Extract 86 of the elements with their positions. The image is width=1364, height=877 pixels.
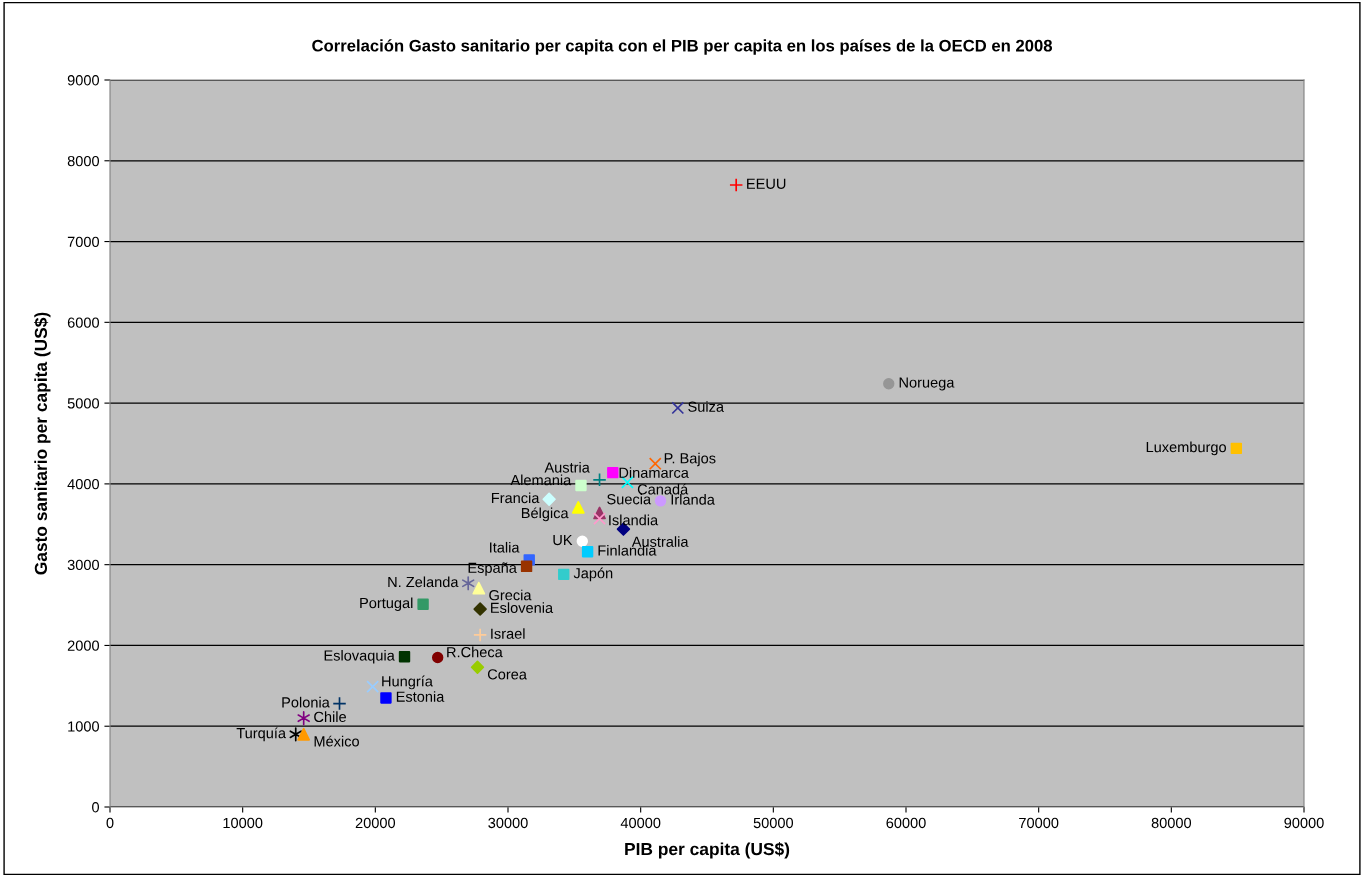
series-label: Bélgica [521, 507, 569, 522]
point [473, 627, 488, 643]
point [473, 602, 487, 616]
point [461, 576, 475, 591]
y-tick-label: 9000 [67, 75, 100, 86]
x-tick-label: 50000 [753, 817, 794, 829]
point [431, 651, 444, 664]
point [607, 466, 619, 479]
y-tick-label: 7000 [67, 236, 100, 247]
point [654, 495, 667, 507]
y-tick-label: 5000 [67, 398, 100, 409]
x-tick-label: 20000 [355, 817, 396, 829]
series-label: Japón [573, 567, 613, 582]
series-label: Luxemburgo [1146, 441, 1227, 456]
series-label: Austria [544, 461, 590, 473]
series-label: Suecia [607, 493, 652, 505]
series-label: Israel [491, 628, 525, 639]
series-label: Canadá [637, 483, 689, 495]
x-tick-label: 90000 [1284, 817, 1324, 829]
x-tick-label: 10000 [223, 817, 263, 829]
y-tick-label: 0 [92, 802, 100, 813]
series-label: Turquía [236, 727, 287, 742]
point [380, 692, 392, 704]
point [1230, 442, 1243, 455]
point [671, 401, 685, 415]
point [520, 560, 533, 572]
point [542, 492, 556, 506]
series-label: Grecia [489, 589, 532, 601]
series-label: Corea [487, 669, 527, 680]
x-tick-label: 80000 [1151, 817, 1192, 829]
point [592, 472, 607, 487]
y-tick-label: 2000 [67, 640, 100, 651]
point [470, 660, 485, 674]
point [558, 568, 570, 581]
point [576, 535, 588, 547]
y-tick-label: 8000 [67, 155, 100, 167]
series-label: Hungría [382, 675, 433, 690]
series-label: N. Zelanda [388, 576, 459, 588]
series-label: Eslovenia [491, 602, 554, 614]
y-tick-label: 1000 [68, 721, 100, 732]
series-label: P. Bajos [664, 452, 716, 467]
series-label: México [314, 735, 359, 747]
y-tick-label: 6000 [67, 317, 100, 328]
series-label: Dinamarca [619, 467, 689, 478]
series-label: Chile [314, 711, 346, 723]
series-label: Australia [631, 536, 689, 547]
series-label: Francia [491, 492, 540, 504]
y-tick-label: 3000 [67, 559, 100, 571]
x-tick-label: 70000 [1019, 817, 1059, 829]
x-tick-label: 60000 [886, 817, 926, 829]
series-label: Polonia [282, 696, 330, 708]
x-tick-label: 30000 [488, 817, 528, 829]
point [593, 512, 606, 526]
series-label: Suiza [688, 401, 725, 412]
series-label: Eslovaquia [324, 649, 395, 664]
chart-title: Correlación Gasto sanitario per capita con el PIB per capita en los países de la OECD en 2008 [312, 39, 1053, 55]
series-label: Portugal [360, 597, 413, 612]
series-label: Estonia [396, 691, 445, 702]
x-tick-label: 40000 [620, 817, 661, 829]
series-label: España [468, 562, 517, 576]
point [575, 479, 587, 492]
y-tick-label: 4000 [67, 478, 100, 490]
point [297, 711, 310, 726]
series-label: Finlandia [598, 544, 657, 556]
series-label: Islandia [609, 514, 659, 526]
y-axis-title: Gasto sanitario per capita (US$) [33, 312, 51, 575]
series-label: Irlanda [671, 494, 715, 505]
series-label: EEUU [747, 178, 786, 189]
point [729, 177, 744, 193]
point [366, 680, 380, 694]
point [472, 581, 486, 595]
series-label: R.Checa [447, 646, 503, 658]
series-label: Italia [490, 541, 520, 553]
point [332, 696, 347, 711]
x-tick-label: 0 [106, 817, 114, 829]
point [581, 546, 594, 558]
point [571, 500, 585, 514]
series-label: Alemania [510, 474, 572, 486]
point [289, 727, 302, 742]
point [398, 651, 411, 663]
series-label: Noruega [899, 377, 955, 391]
x-axis-title: PIB per capita (US$) [625, 842, 790, 859]
series-label: UK [553, 534, 573, 546]
point [883, 378, 895, 390]
point [417, 598, 429, 610]
point [297, 727, 311, 741]
